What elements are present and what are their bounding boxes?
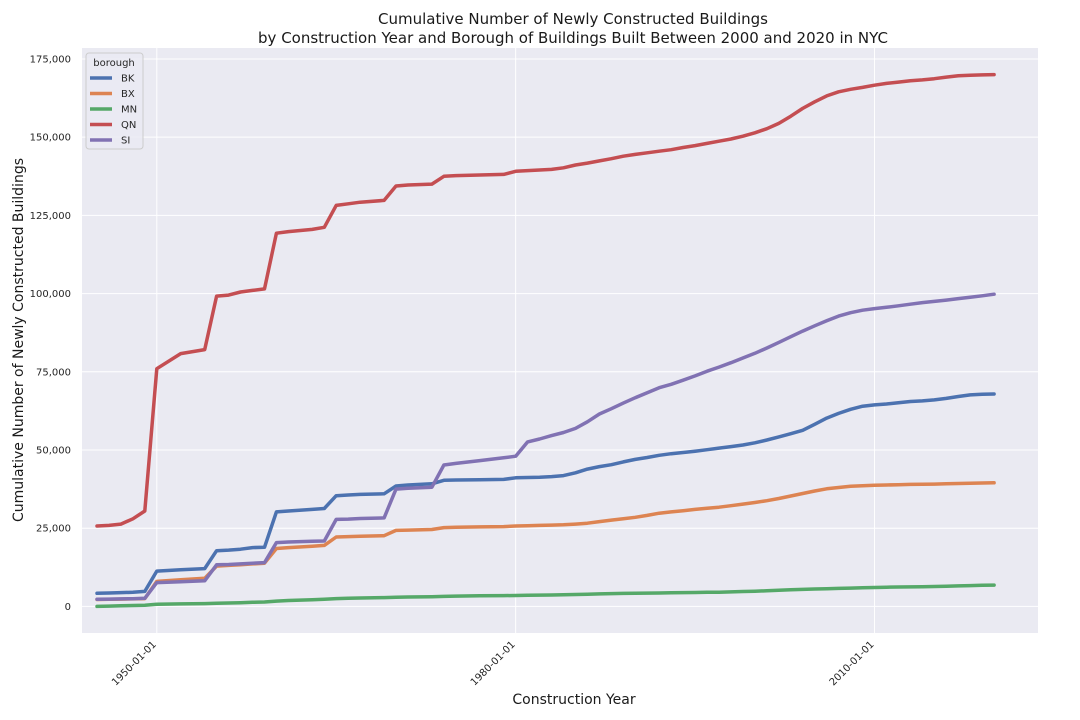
legend-label-mn: MN <box>121 105 137 116</box>
series-line-qn <box>95 72 996 528</box>
legend-items: BK BX MN QN SI <box>90 74 137 147</box>
legend-title: borough <box>93 58 135 69</box>
plot-area <box>82 48 1038 633</box>
y-tick-label: 150,000 <box>30 133 71 144</box>
chart-subtitle: by Construction Year and Borough of Buil… <box>258 29 888 47</box>
y-axis-ticks: 0 25,000 50,000 75,000 100,000 125,000 150,000… <box>30 54 71 612</box>
series-lines <box>95 72 996 609</box>
y-tick-label: 50,000 <box>36 445 71 456</box>
y-axis-label: Cumulative Number of Newly Constructed B… <box>11 158 27 522</box>
chart-title: Cumulative Number of Newly Constructed B… <box>378 10 768 28</box>
y-tick-label: 75,000 <box>36 367 71 378</box>
legend-label-bx: BX <box>121 89 135 100</box>
series-line-si <box>95 292 996 601</box>
legend-label-si: SI <box>121 136 130 147</box>
y-tick-label: 100,000 <box>30 289 71 300</box>
x-axis-label: Construction Year <box>512 692 635 708</box>
y-tick-label: 125,000 <box>30 211 71 222</box>
legend-label-qn: QN <box>121 120 136 131</box>
legend: borough BK BX MN QN SI <box>85 52 144 150</box>
legend-label-bk: BK <box>121 74 135 85</box>
y-tick-label: 175,000 <box>30 54 71 65</box>
grid <box>82 48 1038 633</box>
series-line-bk <box>95 392 996 596</box>
y-tick-label: 0 <box>65 602 71 613</box>
y-tick-label: 25,000 <box>36 524 71 535</box>
series-line-mn <box>95 583 996 609</box>
